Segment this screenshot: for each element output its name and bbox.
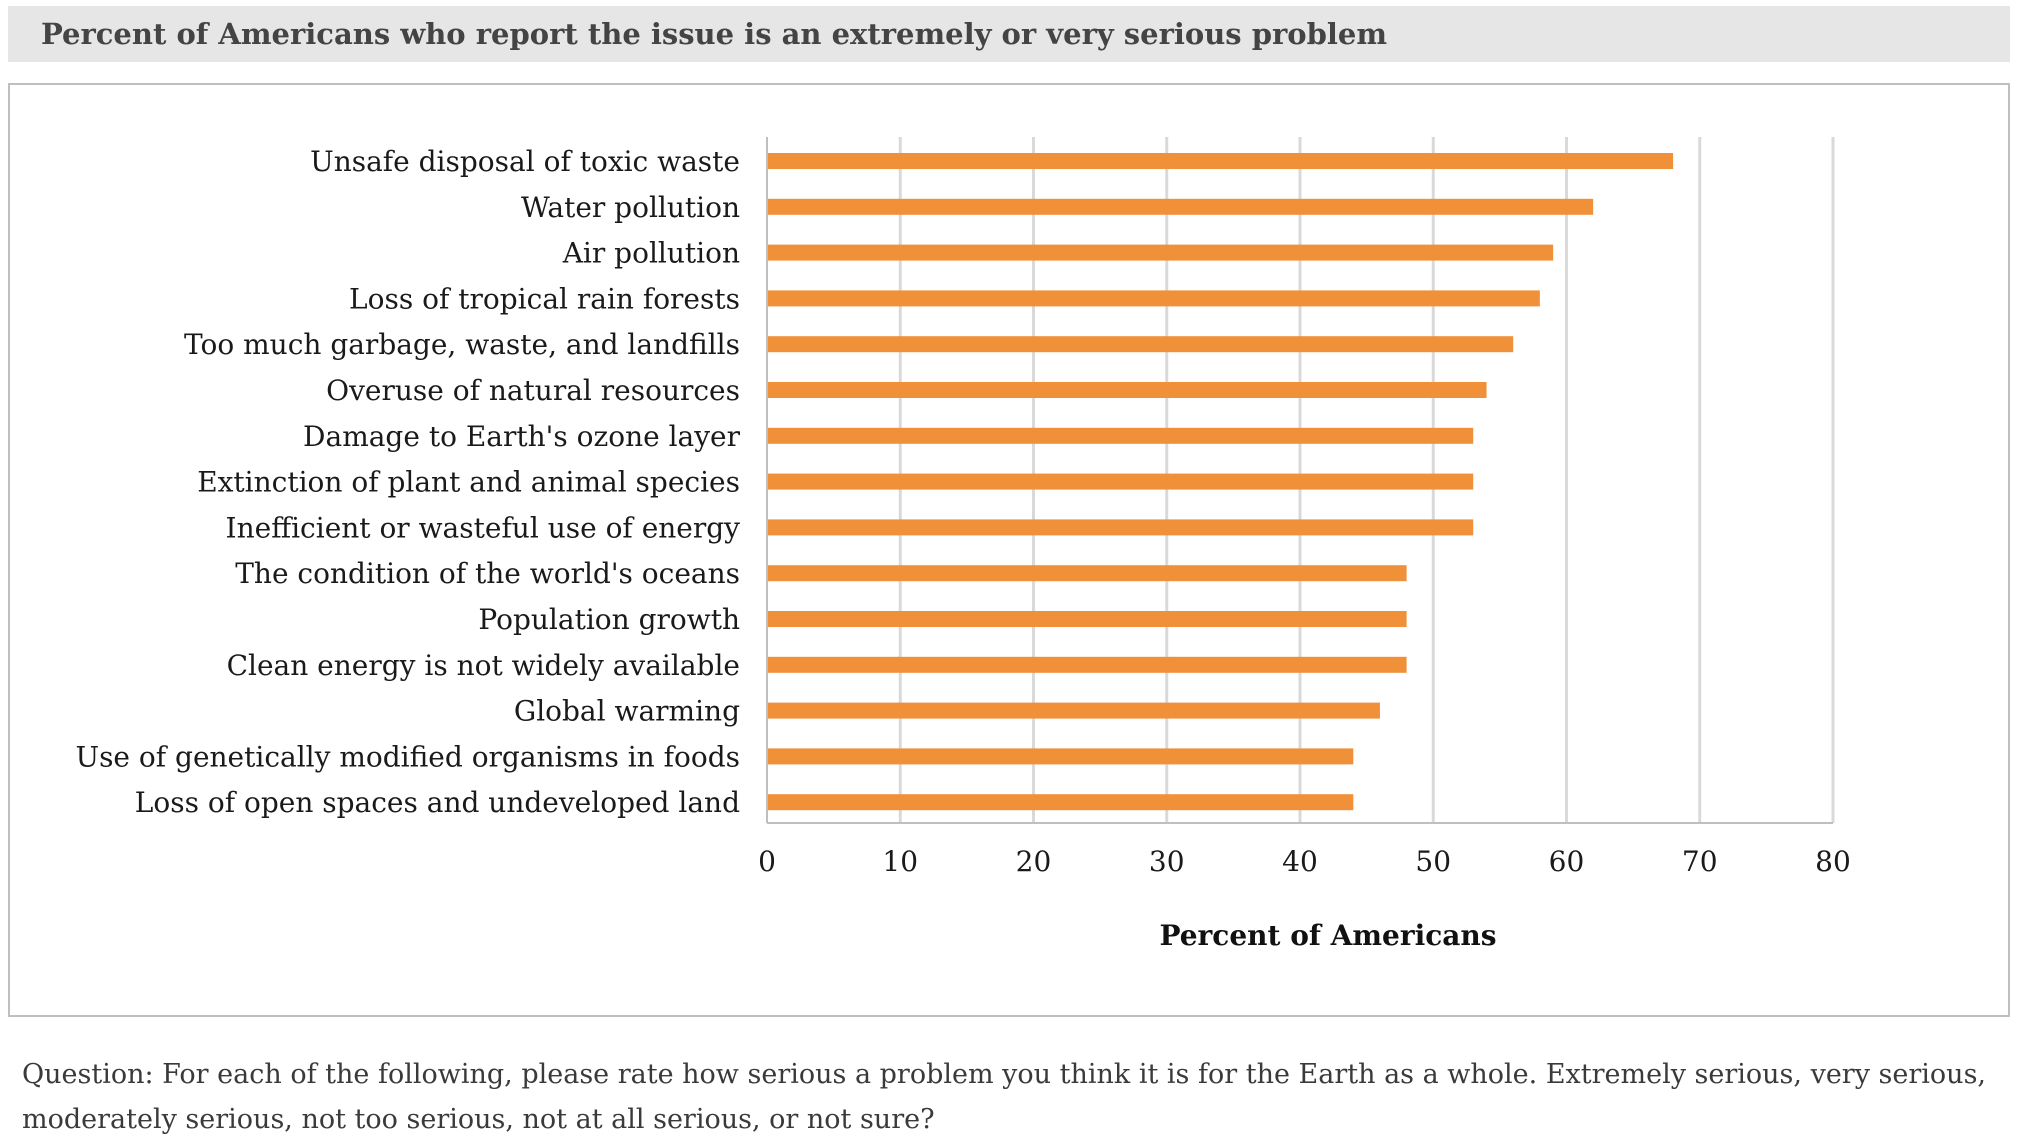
chart-title: Percent of Americans who report the issu… bbox=[8, 6, 2010, 62]
x-tick-label: 40 bbox=[1282, 845, 1318, 878]
category-label: Too much garbage, waste, and landfills bbox=[184, 328, 740, 361]
category-label: Loss of tropical rain forests bbox=[349, 282, 740, 315]
bar bbox=[768, 290, 1540, 307]
category-label: Overuse of natural resources bbox=[326, 374, 740, 407]
bar bbox=[768, 427, 1474, 444]
category-label: Use of genetically modified organisms in… bbox=[75, 740, 740, 773]
x-tick-label: 20 bbox=[1016, 845, 1052, 878]
category-label: Unsafe disposal of toxic waste bbox=[310, 145, 740, 178]
category-label: The condition of the world's oceans bbox=[235, 557, 740, 590]
category-label: Damage to Earth's ozone layer bbox=[303, 420, 741, 453]
x-tick-label: 60 bbox=[1549, 845, 1585, 878]
category-labels: Unsafe disposal of toxic waste Water poll… bbox=[75, 145, 740, 819]
x-tick-label: 10 bbox=[882, 845, 918, 878]
category-label: Extinction of plant and animal species bbox=[197, 466, 740, 499]
bar bbox=[768, 473, 1474, 490]
tick-labels: 0 10 20 30 40 50 60 70 80 bbox=[758, 845, 1851, 878]
bar bbox=[768, 519, 1474, 536]
bar bbox=[768, 611, 1407, 627]
x-tick-label: 50 bbox=[1415, 845, 1451, 878]
category-label: Air pollution bbox=[562, 237, 740, 270]
bars bbox=[768, 153, 1674, 811]
axes bbox=[766, 137, 1833, 824]
bar bbox=[768, 748, 1354, 765]
bar bbox=[768, 794, 1354, 811]
bar bbox=[768, 244, 1554, 261]
chart-frame: Unsafe disposal of toxic waste Water poll… bbox=[8, 83, 2010, 1017]
x-tick-label: 70 bbox=[1682, 845, 1718, 878]
category-label: Water pollution bbox=[521, 191, 740, 224]
bar bbox=[768, 153, 1674, 169]
bar bbox=[768, 565, 1407, 582]
bar bbox=[768, 382, 1487, 398]
category-label: Population growth bbox=[478, 603, 740, 636]
x-tick-label: 0 bbox=[758, 845, 776, 878]
category-label: Inefficient or wasteful use of energy bbox=[226, 511, 741, 544]
x-tick-label: 30 bbox=[1149, 845, 1185, 878]
bar bbox=[768, 336, 1514, 353]
x-axis-label: Percent of Americans bbox=[1159, 919, 1496, 952]
category-label: Loss of open spaces and undeveloped land bbox=[135, 786, 740, 819]
bar bbox=[768, 198, 1594, 215]
bar bbox=[768, 702, 1380, 719]
category-label: Clean energy is not widely available bbox=[227, 649, 740, 682]
bar bbox=[768, 656, 1407, 673]
question-footnote: Question: For each of the following, ple… bbox=[22, 1059, 1987, 1135]
bar-chart: Unsafe disposal of toxic waste Water poll… bbox=[75, 137, 1851, 952]
category-label: Global warming bbox=[514, 695, 740, 728]
x-tick-label: 80 bbox=[1815, 845, 1851, 878]
